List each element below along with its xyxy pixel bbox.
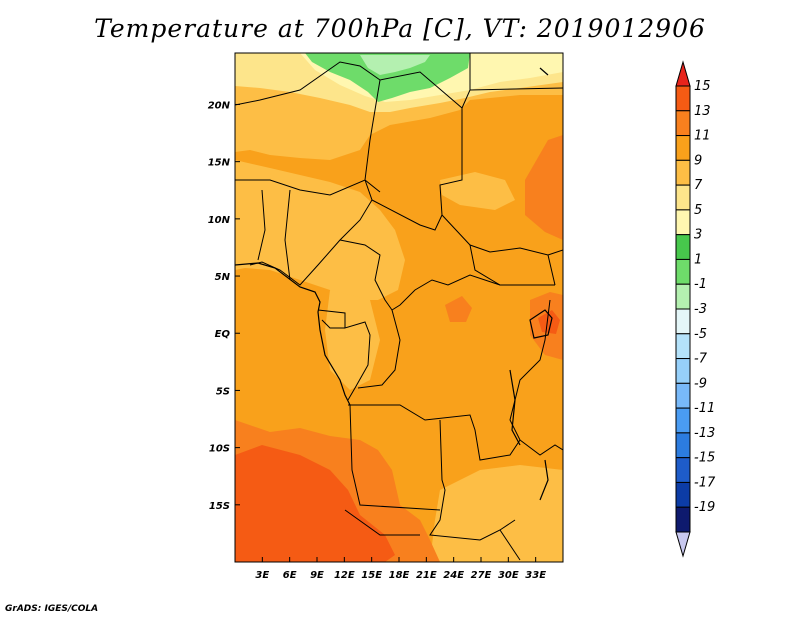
colorbar-swatch [675,506,691,533]
colorbar-swatch [675,234,691,260]
lon-tick-label: 24E [443,570,464,581]
colorbar-label: -7 [694,352,708,367]
lat-tick-label: 10N [208,215,231,226]
field-light-orange-east-patch [440,172,515,210]
colorbar-swatch [675,283,691,310]
coastline [539,459,549,501]
border-line [257,189,266,261]
colorbar-swatch [675,135,691,161]
colorbar-swatch [675,209,691,236]
border-line [344,509,420,536]
border-line [317,309,371,401]
colorbar-label: -11 [694,401,715,416]
colorbar-label: -19 [694,500,715,515]
colorbar-swatch [675,382,691,409]
colorbar-label: -9 [694,376,707,391]
field-dark-orange-ne [525,135,563,240]
colorbar-swatch [675,258,691,285]
lon-tick-label: 30E [498,570,519,581]
lat-tick-label: 15S [209,501,230,512]
border-line [339,239,501,311]
field-light-orange-southeast [430,465,563,562]
country-borders [235,53,563,561]
lat-tick-label: 20N [208,100,231,111]
lon-tick-label: 15E [361,570,382,581]
colorbar-label: -3 [694,302,707,317]
border-line [469,244,563,256]
colorbar-swatch [675,159,691,186]
coastline [529,309,553,339]
colorbar-swatch [675,457,691,483]
colorbar-top-arrow [675,60,691,87]
colorbar-label: -17 [694,475,716,490]
lon-tick-label: 6E [283,570,297,581]
colorbar-label: 3 [694,228,702,243]
border-line [321,319,345,329]
colorbar-swatch [675,407,691,434]
coastline [509,369,521,446]
border-line [349,404,441,511]
lon-tick-label: 12E [334,570,355,581]
colorbar-swatch [675,358,691,384]
field-dark-orange-center [445,296,472,322]
colorbar-swatch [675,432,691,459]
field-green [305,53,470,102]
lon-tick-label: 3E [255,570,269,581]
lon-tick-label: 27E [471,570,492,581]
coastline [235,262,351,406]
colorbar-label: 7 [694,178,703,193]
colorbar-label: 5 [694,203,702,218]
lat-tick-label: 15N [208,158,231,169]
lon-tick-label: 33E [525,570,546,581]
colorbar-swatch [675,333,691,360]
lat-tick-label: 10S [209,444,230,455]
colorbar-swatch [675,85,691,112]
field-light-green [360,55,430,75]
lon-tick-label: 18E [389,570,410,581]
colorbar-swatch [675,308,691,335]
colorbar-label: 13 [694,104,711,119]
border-line [469,87,563,91]
colorbar-label: -13 [694,426,715,441]
lon-tick-label: 21E [416,570,437,581]
lat-tick-label: EQ [215,329,231,340]
lon-tick-label: 9E [310,570,324,581]
field-light-orange-central [325,290,380,390]
colorbar-label: -1 [694,277,707,292]
colorbar-bottom-arrow [675,531,691,558]
lat-tick-label: 5N [215,272,231,283]
colorbar-label: 15 [694,79,711,94]
border-line [547,254,556,286]
colorbar-swatch [675,110,691,137]
border-line [357,309,401,389]
border-line [499,529,521,561]
border-line [371,199,443,231]
field-red-orange-east [538,310,560,334]
colorbar-label: -15 [694,451,715,466]
colorbar-label: -5 [694,327,707,342]
axis-ticks: 3E 6E 9E 12E 15E 18E 21E 24E 27E 30E 33E 20N 15N 10N 5… [208,100,547,581]
credit-label: GrADS: IGES/COLA [5,604,99,614]
coastline [539,67,549,76]
map-title: Temperature at 700hPa [C], VT: 201901290… [94,14,706,43]
colorbar-label: 9 [694,153,702,168]
field-light-orange-west [235,160,405,300]
colorbar-label: 11 [694,129,711,144]
colorbar: 15 13 11 9 7 5 3 1 -1 -3 -5 -7 -9 -11 -13 -15 -17 -19 [675,60,716,558]
temperature-field [235,53,563,562]
border-line [429,419,516,541]
border-line [519,439,563,456]
border-line [348,299,551,461]
colorbar-swatch [675,481,691,508]
field-red-orange-southwest [235,445,395,562]
border-line [284,189,291,281]
lat-tick-label: 5S [216,386,230,397]
colorbar-label: 1 [694,252,702,267]
border-line [235,179,373,286]
colorbar-swatch [675,184,691,211]
border-line [364,79,381,193]
